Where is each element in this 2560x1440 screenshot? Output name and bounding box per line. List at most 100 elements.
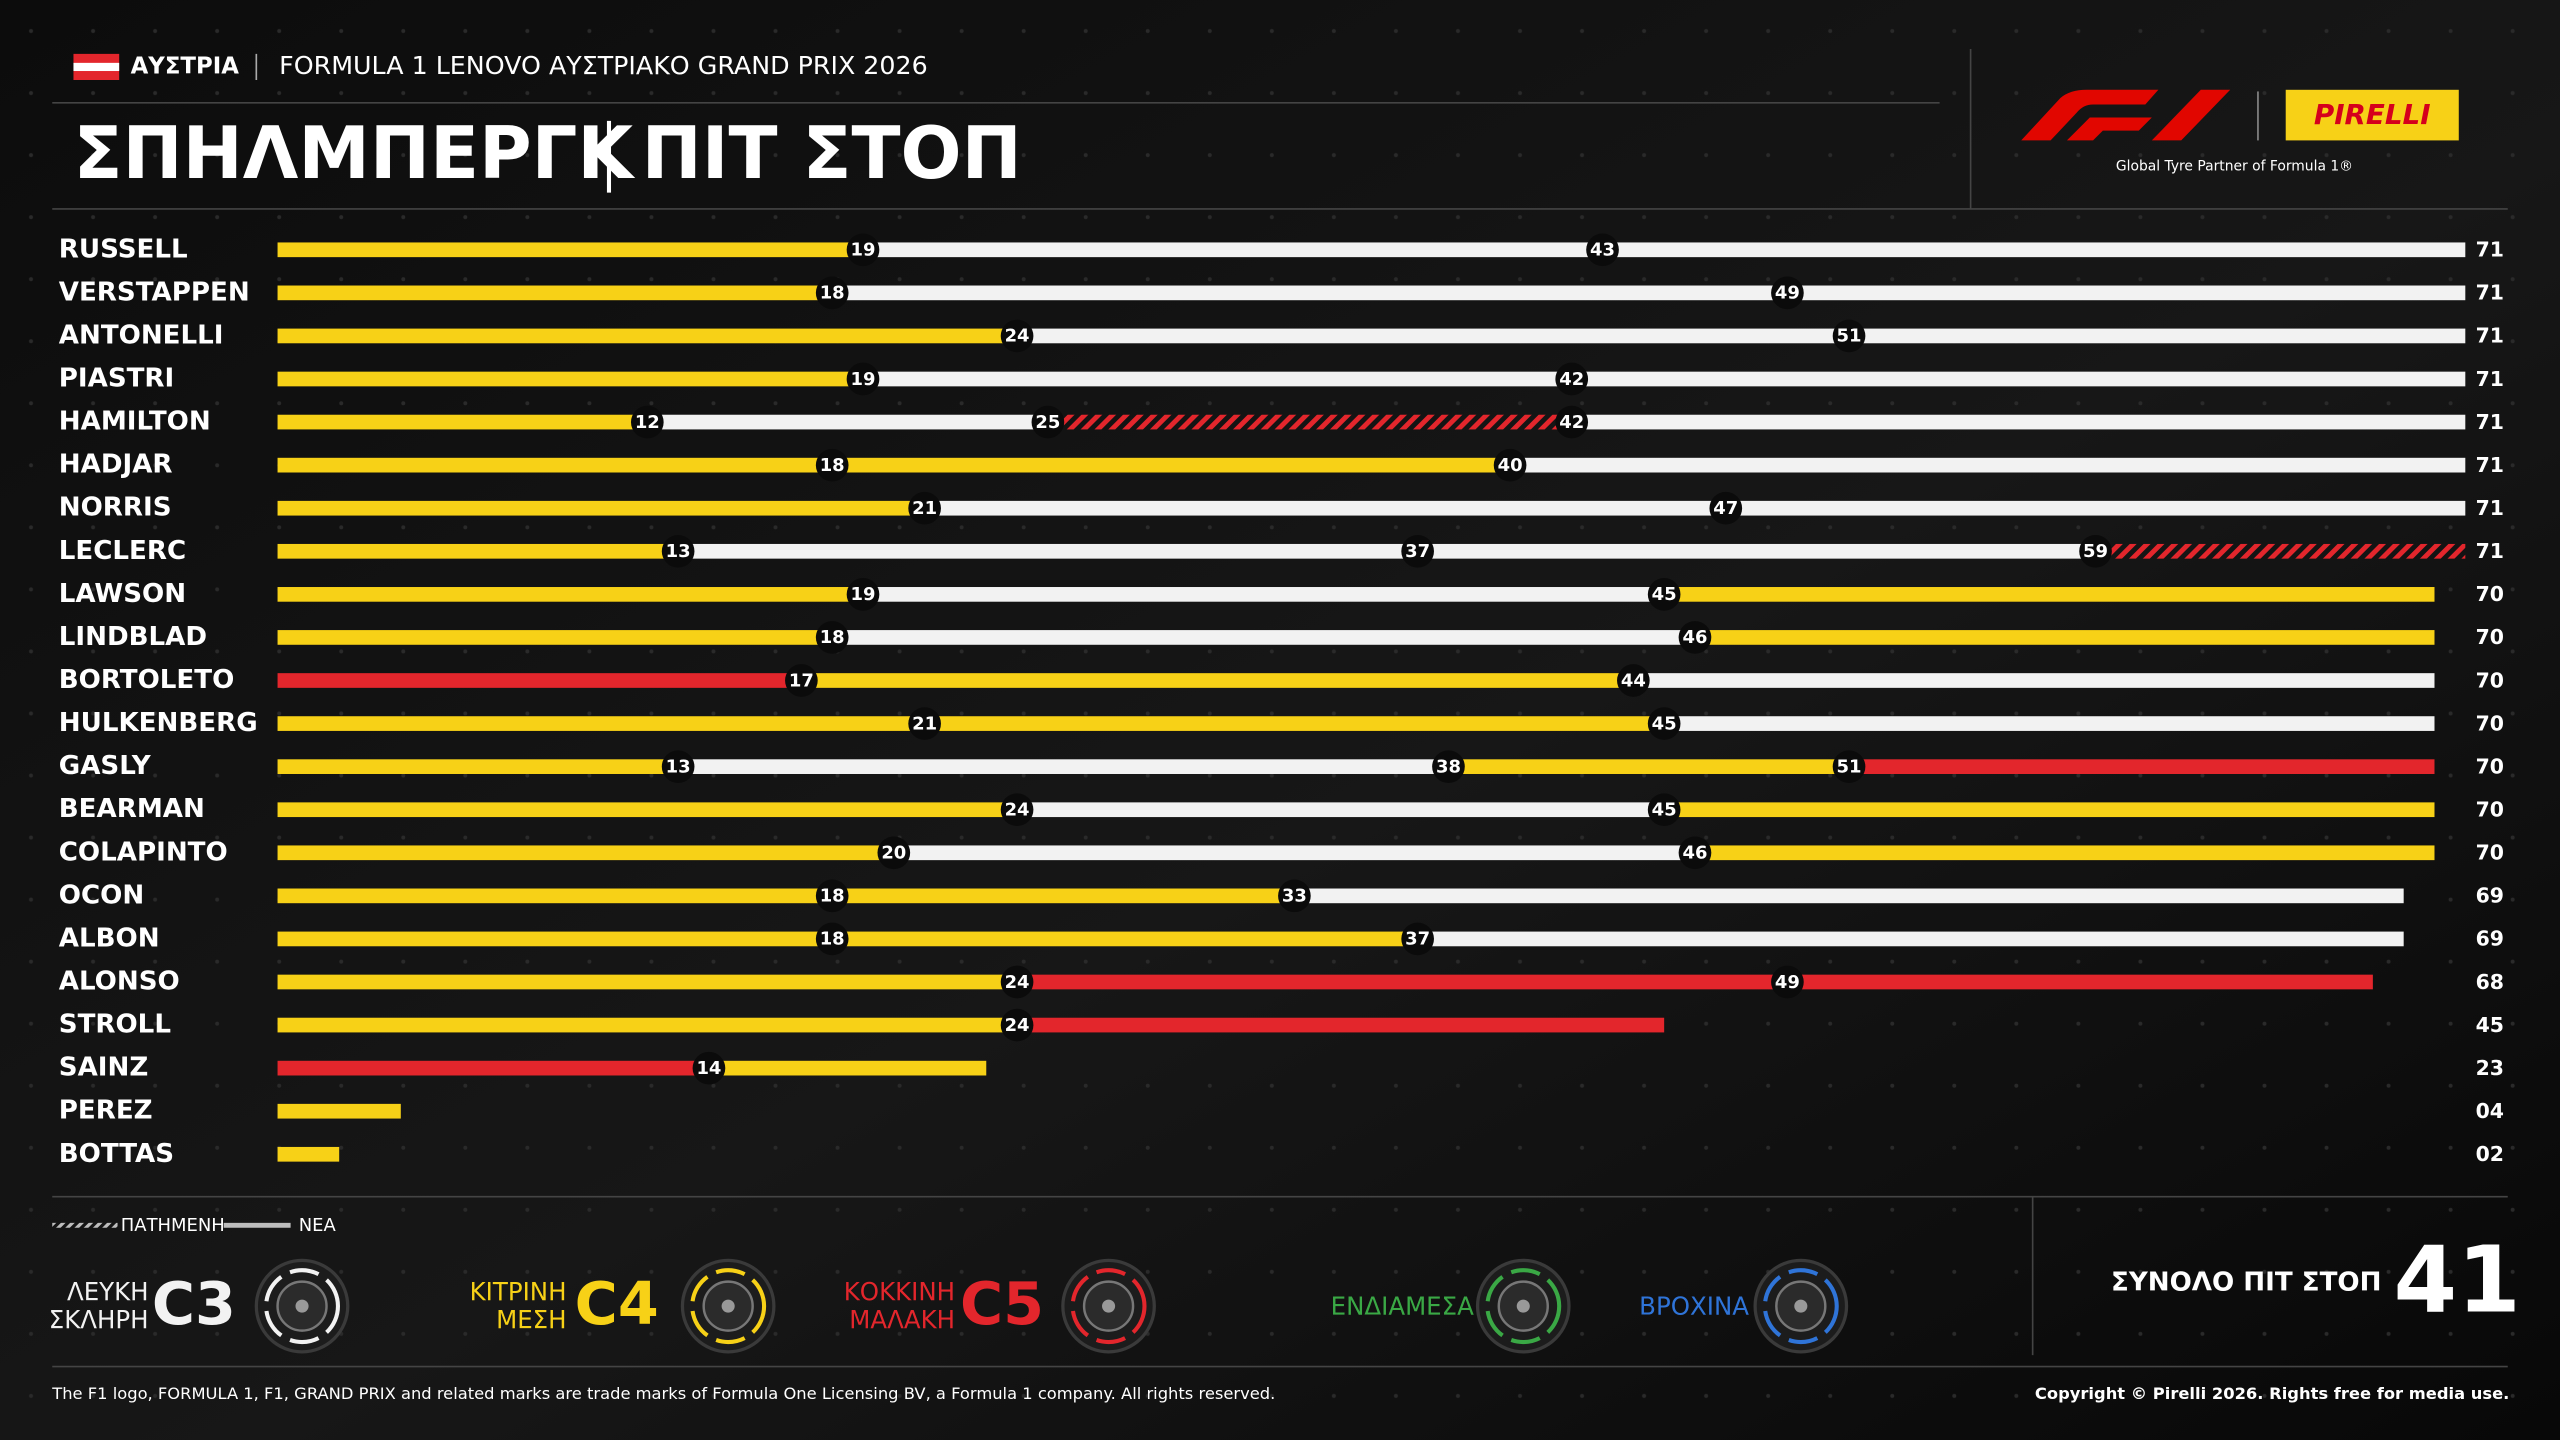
stop-label: 19 <box>851 584 876 605</box>
total-label: 70 <box>2476 754 2504 778</box>
stop-marker <box>661 750 695 783</box>
hub <box>721 1299 735 1313</box>
flag <box>73 53 120 80</box>
footer-left: The F1 logo, FORMULA 1, F1, GRAND PRIX a… <box>51 1384 1275 1403</box>
compound-name: ΛΕΥΚΗ <box>67 1277 149 1306</box>
total-label: 71 <box>2476 453 2504 477</box>
stop-marker <box>877 836 911 870</box>
stop-marker <box>1617 664 1650 697</box>
stop-marker <box>846 233 880 267</box>
driver-name: ALBON <box>59 923 160 953</box>
stop-marker <box>1832 319 1866 353</box>
compound-name: ΣΚΛΗΡΗ <box>49 1305 149 1334</box>
total-label: 69 <box>2476 884 2504 908</box>
compound-code: C4 <box>575 1269 659 1338</box>
total-label: 71 <box>2476 324 2504 348</box>
driver-name: BEARMAN <box>59 794 205 824</box>
stop-label: 42 <box>1559 412 1584 433</box>
stint-bar <box>277 242 864 258</box>
stop-label: 21 <box>912 713 937 734</box>
driver-name: ALONSO <box>59 967 180 997</box>
stop-label: 44 <box>1621 670 1646 691</box>
total-label: 70 <box>2476 582 2504 606</box>
stop-label: 21 <box>912 498 937 519</box>
driver-name: OCON <box>59 880 144 910</box>
stop-label: 18 <box>820 627 845 648</box>
stop-marker <box>630 405 664 439</box>
stop-label: 40 <box>1498 455 1523 476</box>
stop-marker <box>815 922 849 956</box>
tyre-icon <box>680 1258 776 1354</box>
new-label: ΝΕΑ <box>299 1215 337 1236</box>
stint-bar <box>277 673 802 688</box>
stop-marker <box>2079 534 2112 568</box>
stop-marker <box>1278 879 1311 913</box>
stop-label: 49 <box>1775 972 1800 993</box>
total-label: 71 <box>2476 238 2504 262</box>
used-label: ΠΑΤΗΜΕΝΗ <box>121 1215 225 1236</box>
stop-marker <box>1000 319 1034 353</box>
stop-label: 17 <box>789 670 814 691</box>
hub <box>1794 1299 1808 1313</box>
stint-bar <box>277 802 1018 818</box>
total-label: 70 <box>2476 798 2504 822</box>
stint-bar <box>277 974 1018 990</box>
stop-marker <box>1771 276 1804 310</box>
driver-name: RUSSELL <box>59 234 188 264</box>
stint-bar <box>678 543 1418 559</box>
subtitle: ΠΙΤ ΣΤΟΠ <box>642 111 1022 195</box>
stop-label: 24 <box>1005 1015 1030 1036</box>
stop-marker <box>1000 965 1034 999</box>
stop-label: 19 <box>851 240 876 261</box>
stop-marker <box>692 1051 726 1085</box>
f1-logo <box>2021 89 2231 141</box>
driver-name: NORRIS <box>59 493 172 523</box>
stint-bar <box>863 371 1572 387</box>
total-label: 45 <box>2476 1013 2504 1037</box>
stint-bar <box>277 457 833 473</box>
stop-marker <box>1586 233 1619 267</box>
stop-marker <box>1493 448 1527 482</box>
stint-bar <box>277 759 679 774</box>
country: ΑΥΣΤΡΙΑ <box>131 53 240 79</box>
stint-bar <box>708 1060 987 1076</box>
tyre-icon <box>1061 1258 1156 1354</box>
stint-bar <box>1417 543 2096 559</box>
compound-code: C5 <box>960 1269 1044 1338</box>
stint-bar <box>1017 328 1850 344</box>
stint-bar <box>1849 759 2435 774</box>
tyre-band <box>690 1268 767 1345</box>
stint-bar <box>277 1103 401 1119</box>
stint-bar <box>1849 328 2466 344</box>
stop-label: 12 <box>635 412 660 433</box>
tagline: Global Tyre Partner of Formula 1® <box>2116 159 2353 175</box>
driver-name: LAWSON <box>59 579 186 609</box>
stop-marker <box>815 448 849 482</box>
driver-name: LECLERC <box>59 536 186 566</box>
tyre-band <box>1070 1268 1147 1345</box>
stop-label: 25 <box>1035 412 1060 433</box>
stint-bar <box>277 1017 1018 1033</box>
tyre-band <box>264 1268 340 1345</box>
stop-label: 45 <box>1652 584 1677 605</box>
stint-bar <box>1294 888 2404 904</box>
stint-bar <box>1417 931 2404 947</box>
stint-bar <box>1664 716 2435 731</box>
stop-marker <box>1401 534 1434 568</box>
stint-bar <box>1047 414 1572 430</box>
driver-name: VERSTAPPEN <box>59 277 250 307</box>
stop-label: 47 <box>1713 498 1738 519</box>
compound-name: ΚΙΤΡΙΝΗ <box>470 1277 567 1306</box>
stop-marker <box>908 707 941 740</box>
stint-bar <box>277 1146 340 1162</box>
stint-bar <box>277 285 833 301</box>
stop-label: 18 <box>820 886 845 907</box>
stop-marker <box>815 276 849 310</box>
total-label: 02 <box>2476 1142 2504 1166</box>
footer-right: Copyright © Pirelli 2026. Rights free fo… <box>2035 1384 2509 1403</box>
driver-name: PIASTRI <box>59 364 174 394</box>
total-label: 71 <box>2476 496 2504 520</box>
stop-marker <box>846 362 880 396</box>
